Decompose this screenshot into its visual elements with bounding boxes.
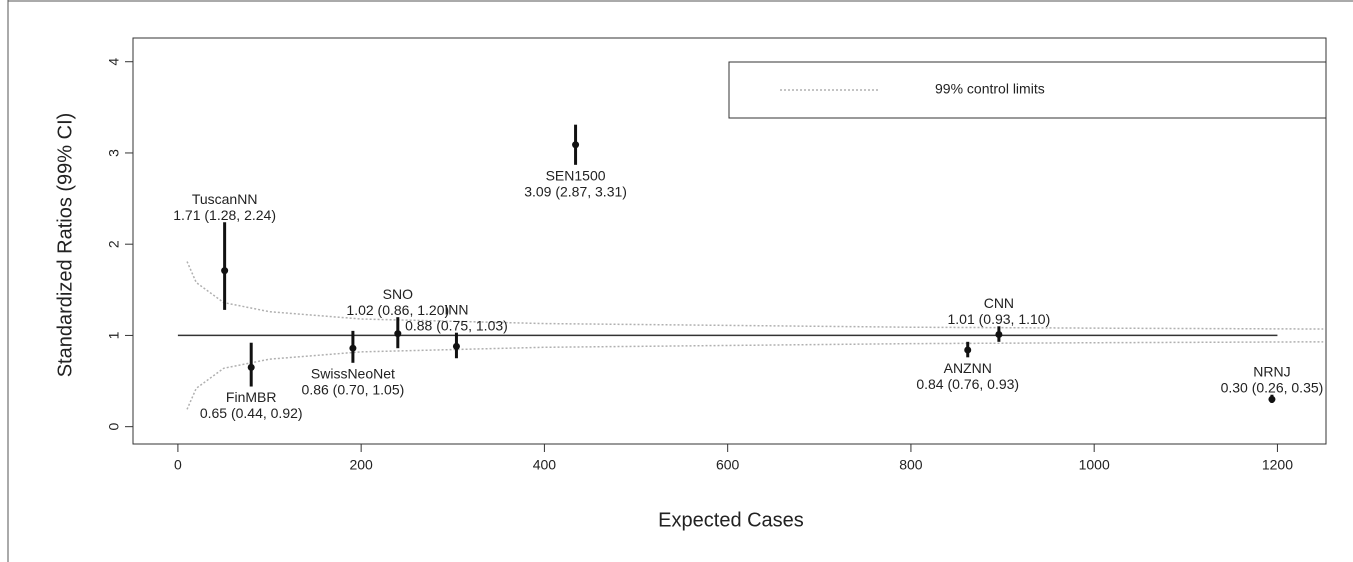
y-tick-label: 2: [106, 240, 122, 248]
control-limit: [186, 261, 1324, 330]
point: [349, 344, 357, 352]
x-tick-label: 0: [174, 457, 182, 473]
point: [572, 141, 580, 149]
point-name: CNN: [984, 295, 1014, 311]
x-tick-label: 800: [899, 457, 923, 473]
x-axis-title: Expected Cases: [658, 509, 804, 531]
x-tick-label: 200: [349, 457, 373, 473]
point-name: SwissNeoNet: [311, 366, 395, 382]
point-value-label: 0.65 (0.44, 0.92): [200, 405, 303, 421]
point-name: SNO: [383, 286, 413, 302]
point-value-label: 0.84 (0.76, 0.93): [916, 376, 1019, 392]
x-tick-label: 1200: [1262, 457, 1293, 473]
point-value-label: 1.71 (1.28, 2.24): [173, 207, 276, 223]
point: [995, 331, 1003, 339]
x-tick-label: 400: [533, 457, 557, 473]
point-name: SEN1500: [546, 168, 606, 184]
point: [221, 267, 229, 275]
point-name: TuscanNN: [192, 191, 258, 207]
point-value-label: 0.30 (0.26, 0.35): [1221, 379, 1324, 395]
point-value-label: 3.09 (2.87, 3.31): [524, 184, 627, 200]
x-tick-label: 1000: [1079, 457, 1110, 473]
point-value-label: 1.02 (0.86, 1.20): [346, 302, 449, 318]
control-limit: [186, 341, 1324, 410]
point: [1268, 395, 1276, 403]
point: [452, 342, 460, 350]
point-name: FinMBR: [226, 389, 277, 405]
x-tick-label: 600: [716, 457, 740, 473]
plot-frame: [132, 37, 1327, 445]
point-name: NRNJ: [1253, 363, 1290, 379]
y-tick-label: 3: [106, 149, 122, 157]
y-axis-title: Standardized Ratios (99% CI): [54, 113, 76, 378]
point-value-label: 1.01 (0.93, 1.10): [948, 311, 1051, 327]
point-value-label: 0.86 (0.70, 1.05): [302, 382, 405, 398]
y-tick-label: 1: [106, 331, 122, 339]
point: [247, 363, 255, 371]
point: [394, 330, 402, 338]
point-name: INN: [444, 301, 468, 317]
point-value-label: 0.88 (0.75, 1.03): [405, 317, 508, 333]
y-tick-label: 4: [106, 58, 122, 66]
y-tick-label: 0: [106, 423, 122, 431]
point-name: ANZNN: [944, 360, 992, 376]
legend-label: 99% control limits: [935, 81, 1045, 97]
point: [964, 346, 972, 354]
